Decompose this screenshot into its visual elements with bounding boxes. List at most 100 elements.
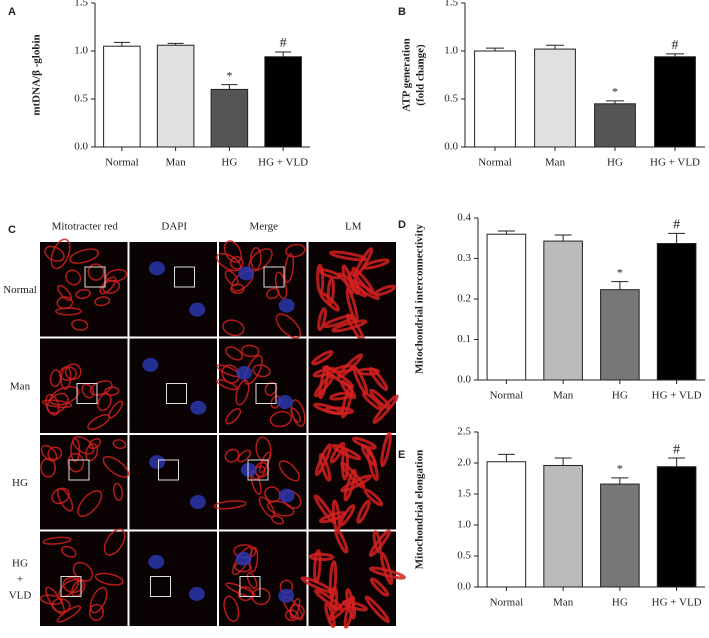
- mitochondria: [380, 431, 392, 468]
- mitochondria: [372, 394, 399, 424]
- mitochondria: [112, 482, 124, 502]
- x-tick-label: Man: [545, 157, 566, 169]
- y-tick-label: 2.0: [457, 457, 471, 469]
- nucleus: [148, 261, 165, 276]
- mitochondria: [75, 288, 91, 300]
- error-bar: [221, 84, 238, 90]
- panel-label: D: [398, 219, 406, 231]
- mitochondria: [237, 449, 252, 463]
- row-label: HG: [12, 477, 28, 489]
- mitochondria: [322, 365, 354, 389]
- mitochondria: [41, 399, 73, 408]
- mitochondria: [311, 350, 334, 366]
- bar: [534, 48, 576, 148]
- y-tick-label: 0.3: [457, 252, 471, 264]
- significance-mark: *: [617, 265, 623, 279]
- mitochondria: [103, 528, 126, 556]
- significance-mark: #: [672, 38, 679, 53]
- mitochondria: [42, 536, 72, 545]
- x-tick-label: HG + VLD: [258, 157, 308, 169]
- mitochondria: [329, 441, 346, 464]
- mitochondria: [340, 461, 366, 490]
- mitochondria: [225, 346, 244, 361]
- column-header: Merge: [249, 221, 278, 233]
- mitochondria: [274, 271, 288, 300]
- y-axis-label: Mitochondrial elongation: [414, 450, 426, 569]
- error-bar: [554, 457, 572, 466]
- mitochondria: [44, 245, 65, 262]
- mitochondria: [65, 269, 82, 286]
- error-bar: [167, 42, 184, 46]
- mitochondria: [87, 414, 111, 430]
- nucleus: [276, 395, 293, 410]
- error-bar: [668, 457, 686, 467]
- roi-box: [76, 383, 98, 404]
- roi-box: [166, 383, 187, 404]
- mitochondria: [334, 528, 349, 554]
- mitochondria: [289, 597, 301, 620]
- mitochondria: [284, 609, 299, 622]
- micrograph: [40, 531, 128, 626]
- mitochondria: [105, 269, 128, 282]
- mitochondria: [77, 489, 103, 518]
- x-tick-label: HG + VLD: [652, 390, 702, 402]
- mitochondria: [39, 594, 63, 605]
- significance-mark: *: [226, 68, 232, 82]
- mitochondria: [275, 313, 302, 339]
- mitochondria: [57, 284, 73, 302]
- mitochondria: [269, 410, 293, 428]
- mitochondria: [252, 364, 271, 378]
- error-bar: [554, 234, 572, 242]
- error-bar: [668, 232, 686, 244]
- micrograph: [219, 531, 307, 626]
- mitochondria: [40, 444, 58, 462]
- micrograph: [129, 242, 217, 337]
- mitochondria: [64, 363, 82, 381]
- mitochondria: [222, 319, 245, 337]
- mitochondria: [72, 561, 94, 582]
- mitochondria: [94, 296, 111, 307]
- mitochondria: [285, 243, 306, 258]
- mitochondria: [89, 586, 108, 614]
- micrograph: [129, 435, 217, 530]
- significance-mark: *: [617, 462, 623, 476]
- nucleus: [236, 365, 253, 380]
- error-bar: [666, 53, 684, 57]
- mitochondria: [223, 240, 242, 263]
- mitochondria: [322, 314, 354, 329]
- significance-mark: #: [280, 36, 287, 51]
- mitochondria: [46, 392, 69, 414]
- mitochondria: [345, 287, 359, 323]
- nucleus: [149, 455, 166, 470]
- error-bar: [611, 477, 629, 485]
- mitochondria: [87, 263, 105, 281]
- bar: [600, 483, 640, 588]
- y-tick-label: 0.1: [457, 333, 471, 345]
- y-tick-label: 0.0: [74, 141, 88, 153]
- mitochondria: [81, 383, 95, 399]
- row-label: +: [17, 573, 23, 585]
- mitochondria: [266, 500, 295, 517]
- mitochondria: [363, 488, 384, 507]
- micrograph: [129, 338, 217, 433]
- nucleus: [148, 554, 165, 569]
- mitochondria: [368, 529, 391, 557]
- micrograph: [129, 531, 217, 626]
- x-tick-label: HG: [221, 157, 237, 169]
- bar: [264, 56, 302, 148]
- mitochondria: [223, 595, 240, 623]
- bar: [594, 103, 636, 148]
- roi-box: [84, 266, 106, 288]
- significance-mark: #: [673, 442, 680, 457]
- error-bar: [113, 41, 130, 47]
- error-bar: [497, 230, 515, 235]
- mitochondria: [229, 256, 244, 270]
- y-tick-label: 0.5: [457, 550, 471, 562]
- mitochondria: [72, 436, 95, 455]
- mitochondria: [284, 253, 295, 284]
- mitochondria: [224, 448, 240, 463]
- x-tick-label: Man: [553, 390, 574, 402]
- mitochondria: [51, 487, 70, 505]
- mitochondria: [216, 379, 238, 391]
